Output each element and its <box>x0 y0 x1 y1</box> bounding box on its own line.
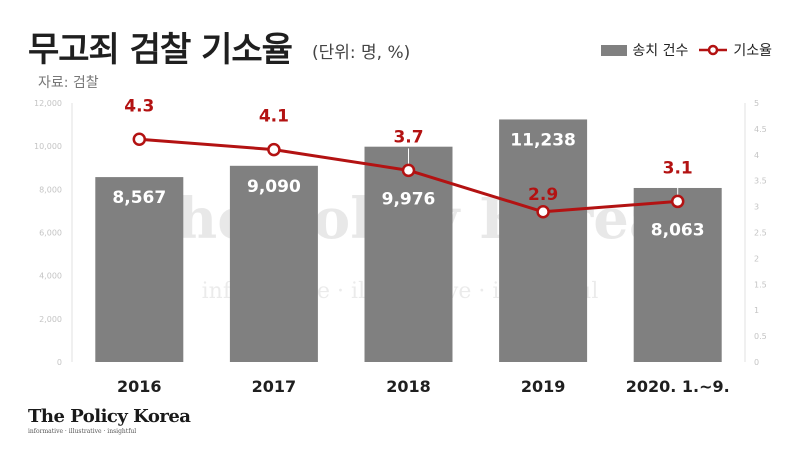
bar-value-label: 11,238 <box>510 130 576 150</box>
line-value-label: 3.7 <box>393 127 423 147</box>
left-tick-label: 0 <box>57 358 62 367</box>
rate-point <box>536 205 550 219</box>
bar-value-label: 8,567 <box>112 188 166 208</box>
rate-point <box>132 132 147 147</box>
bar <box>95 177 184 362</box>
rate-point <box>670 194 685 209</box>
left-tick-label: 8,000 <box>39 185 62 194</box>
x-tick-label: 2018 <box>386 377 431 396</box>
right-tick-label: 4 <box>754 151 759 160</box>
bar-swatch-icon <box>601 44 628 56</box>
x-tick-label: 2020. 1.~9. <box>626 377 730 396</box>
left-tick-label: 4,000 <box>39 272 62 281</box>
bar-value-label: 9,090 <box>247 177 301 197</box>
left-tick-label: 2,000 <box>39 315 62 324</box>
line-value-label: 2.9 <box>528 185 558 205</box>
unit-note: (단위: 명, %) <box>312 43 411 63</box>
source-note: 자료: 검찰 <box>38 75 99 91</box>
right-tick-label: 1.5 <box>754 280 767 289</box>
left-tick-label: 12,000 <box>34 99 62 108</box>
rate-point <box>401 163 416 178</box>
right-tick-label: 1 <box>754 306 759 315</box>
right-tick-label: 5 <box>754 99 759 108</box>
line-value-label: 4.3 <box>124 96 154 116</box>
line-value-label: 4.1 <box>259 107 289 127</box>
brand-logo: The Policy Korea informative · illustrat… <box>28 406 191 435</box>
line-value-label: 3.1 <box>663 158 693 178</box>
x-tick-label: 2019 <box>521 377 566 396</box>
right-tick-label: 4.5 <box>754 125 767 134</box>
bar-value-label: 8,063 <box>651 220 705 240</box>
legend: 송치 건수 기소율 <box>601 40 772 60</box>
right-tick-label: 2 <box>754 254 759 263</box>
legend-line-label: 기소율 <box>733 43 772 59</box>
bar <box>229 165 318 362</box>
bar-value-label: 9,976 <box>382 189 436 209</box>
chart-title: 무고죄 검찰 기소율 <box>28 30 293 70</box>
logo-tagline: informative · illustrative · insightful <box>28 428 137 435</box>
line-swatch-icon <box>698 44 728 56</box>
legend-item-line: 기소율 <box>698 40 772 60</box>
left-tick-label: 10,000 <box>34 142 62 151</box>
x-tick-label: 2017 <box>252 377 297 396</box>
bar <box>633 187 722 362</box>
bar <box>364 146 453 362</box>
logo-name: The Policy Korea <box>28 406 191 427</box>
left-tick-label: 6,000 <box>39 229 62 238</box>
right-tick-label: 0.5 <box>754 332 767 341</box>
right-tick-label: 2.5 <box>754 229 767 238</box>
legend-item-bars: 송치 건수 <box>601 40 688 60</box>
bar <box>499 119 588 362</box>
right-tick-label: 3 <box>754 203 759 212</box>
right-tick-label: 3.5 <box>754 177 767 186</box>
x-tick-label: 2016 <box>117 377 162 396</box>
right-tick-label: 0 <box>754 358 759 367</box>
legend-bar-label: 송치 건수 <box>632 43 689 59</box>
rate-point <box>267 142 281 157</box>
